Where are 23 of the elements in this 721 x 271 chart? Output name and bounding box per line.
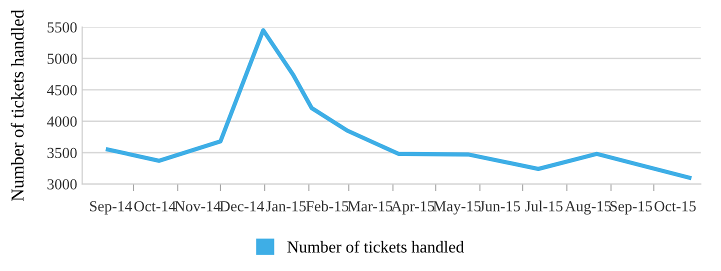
x-tick-label: Aug-15 — [565, 201, 611, 215]
x-tick-label: Mar-15 — [348, 201, 392, 212]
x-tick-label: Jan-15 — [266, 201, 306, 212]
x-tick-label: Apr-15 — [391, 201, 434, 215]
x-tick-label: May-15 — [433, 201, 481, 215]
y-tick-label: 4000 — [47, 116, 77, 127]
x-tick-label: Sep-14 — [90, 201, 132, 215]
x-tick-label: Feb-15 — [306, 200, 348, 212]
x-tick-label: Oct-15 — [654, 201, 696, 212]
y-tick-label: 3500 — [48, 148, 77, 158]
y-tick-label: 5500 — [48, 22, 77, 33]
x-tick-label: Nov-14 — [174, 201, 221, 212]
x-tick-label: Dec-14 — [220, 201, 264, 212]
x-tick-label: Sep-15 — [610, 201, 652, 215]
x-tick-label: Jul-15 — [525, 200, 563, 212]
y-tick-label: 3000 — [48, 179, 77, 190]
y-axis-title: Number of tickets handled — [10, 10, 24, 202]
x-tick-label: Jun-15 — [479, 201, 520, 212]
line-series — [106, 28, 692, 180]
legend-label: Number of tickets handled — [287, 240, 464, 253]
y-tick-label: 5000 — [48, 54, 77, 64]
x-tick-label: Oct-14 — [134, 201, 176, 212]
y-tick-label: 4500 — [47, 85, 77, 96]
